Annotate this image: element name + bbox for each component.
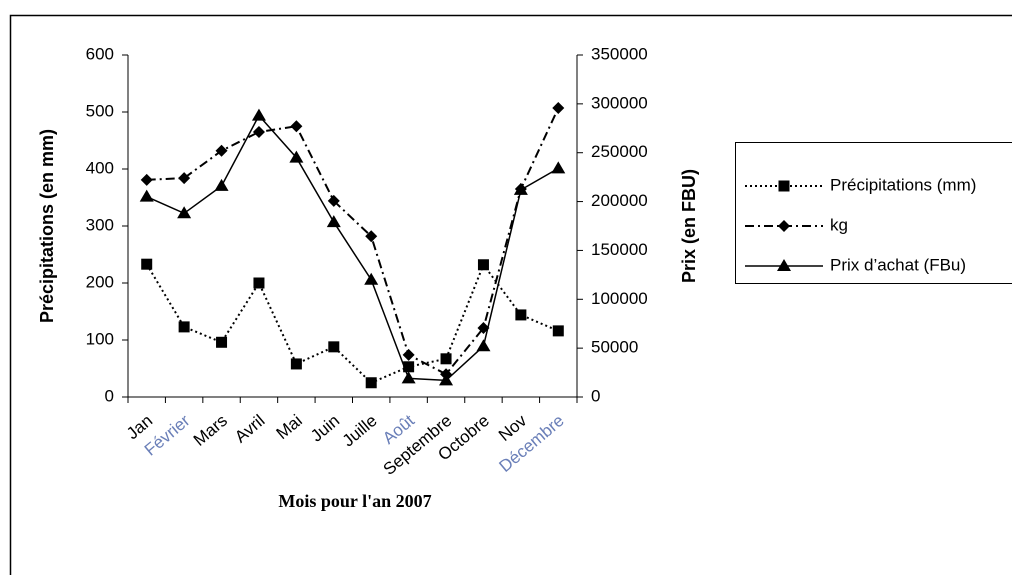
y2-tick-label: 300000 [591,93,648,112]
marker [252,125,265,138]
y-tick-label: 100 [86,329,114,348]
marker [289,150,304,163]
marker [290,358,302,370]
y2-tick-label: 100000 [591,289,648,308]
marker [477,259,489,271]
marker [403,361,415,373]
marker [402,348,415,361]
legend-box [735,142,1012,284]
marker [177,206,192,219]
y2-tick-label: 0 [591,386,600,405]
marker [365,230,378,243]
legend-label: Prix d’achat (FBu) [830,255,966,274]
series-line [146,107,560,376]
series-line [146,114,559,382]
marker [327,194,340,207]
marker [513,182,528,195]
y2-tick-label: 50000 [591,338,638,357]
marker [515,309,527,321]
marker [140,173,153,186]
x-tick-label: Mars [190,411,231,450]
legend-marker [778,220,790,232]
x-tick-label: Juille [339,411,381,450]
marker [216,336,228,348]
marker [401,371,416,384]
marker [552,325,564,337]
y-tick-label: 400 [86,158,114,177]
marker [364,272,379,285]
legend-label: Précipitations (mm) [830,175,976,194]
legend-marker [777,259,791,271]
marker [326,215,341,228]
marker [141,258,153,270]
y-tick-label: 300 [86,215,114,234]
marker [552,102,565,115]
marker [365,377,377,389]
y-tick-label: 200 [86,272,114,291]
y2-tick-label: 350000 [591,44,648,63]
y2-axis-title: Prix (en FBU) [679,169,699,283]
y-axis-title: Précipitations (en mm) [37,129,57,323]
marker [328,341,340,353]
marker [139,189,154,202]
legend-marker [778,180,790,192]
legend-label: kg [830,215,848,234]
y2-tick-label: 200000 [591,191,648,210]
marker [178,172,191,185]
marker [290,120,303,133]
marker [253,277,265,289]
marker [476,339,491,352]
marker [251,108,266,121]
series-line [145,262,559,384]
y2-tick-label: 250000 [591,142,648,161]
x-tick-label: Avril [231,411,268,447]
marker [215,144,228,157]
x-axis-title: Mois pour l'an 2007 [278,491,431,511]
x-tick-label: Juin [307,411,343,446]
x-tick-label: Mai [273,411,306,443]
y-tick-label: 500 [86,101,114,120]
marker [178,321,190,333]
chart-frame [9,14,1012,575]
marker [440,353,452,365]
marker [214,178,229,191]
y2-tick-label: 150000 [591,240,648,259]
y-tick-label: 0 [105,386,114,405]
marker [551,161,566,174]
y-tick-label: 600 [86,44,114,63]
marker [439,373,454,386]
